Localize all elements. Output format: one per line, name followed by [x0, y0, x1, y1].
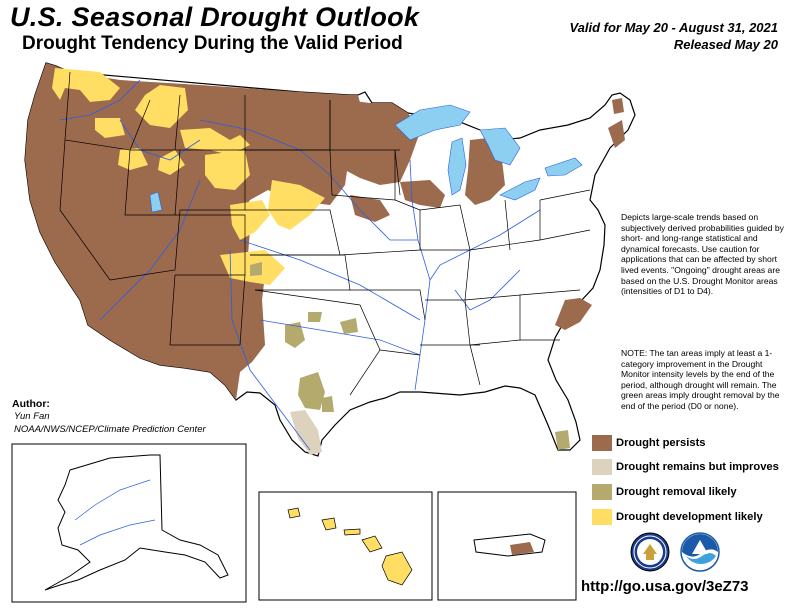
legend-item-improves: Drought remains but improves — [592, 457, 779, 477]
outlook-url[interactable]: http://go.usa.gov/3eZ73 — [581, 578, 749, 595]
maine-persists — [612, 98, 624, 114]
legend-swatch — [592, 435, 612, 451]
legend-label: Drought development likely — [616, 511, 763, 523]
drought-removal-areas — [250, 262, 570, 450]
new-england-persists — [608, 120, 625, 148]
west-persists-region — [25, 63, 362, 400]
rio-grande — [229, 249, 311, 451]
drought-improves-areas — [290, 410, 322, 455]
valid-dates: Valid for May 20 - August 31, 2021 — [569, 20, 778, 35]
columbia-river — [59, 79, 141, 121]
author-name: Yun Fan — [14, 411, 50, 422]
lake-michigan — [447, 137, 467, 196]
florida-removal — [555, 430, 570, 450]
doc-seal-icon — [630, 532, 670, 572]
dakotas-development — [205, 150, 250, 190]
legend-label: Drought remains but improves — [616, 461, 779, 473]
oregon-development — [95, 118, 125, 138]
kauai — [287, 507, 301, 519]
molokai — [343, 528, 361, 536]
idaho-development — [135, 85, 188, 128]
legend-swatch — [592, 484, 612, 500]
montana-development — [180, 128, 250, 155]
legend-label: Drought persists — [616, 437, 706, 449]
red-river — [259, 319, 421, 356]
gulf-removal — [322, 396, 334, 412]
north-texas-removal — [340, 318, 358, 334]
lake-ontario — [544, 157, 583, 177]
big-island — [381, 551, 413, 586]
lake-huron — [479, 127, 521, 166]
texas-removal-east — [298, 372, 325, 410]
legend-swatch — [592, 509, 612, 525]
alaska-rivers — [74, 479, 156, 546]
lake-superior — [394, 104, 471, 141]
rivers — [59, 79, 541, 451]
hawaii-inset-frame — [258, 491, 433, 601]
outlook-note: NOTE: The tan areas imply at least a 1-c… — [621, 348, 780, 411]
south-texas-improves — [290, 410, 322, 455]
legend-item-persists: Drought persists — [592, 433, 706, 453]
legend-item-removal: Drought removal likely — [592, 482, 737, 502]
arizona-development — [118, 148, 148, 170]
release-date: Released May 20 — [673, 37, 778, 52]
legend-label: Drought removal likely — [616, 486, 737, 498]
missouri-river — [199, 119, 418, 241]
puerto-rico-persists — [510, 542, 534, 555]
great-salt-lake — [149, 191, 163, 213]
legend-item-development: Drought development likely — [592, 507, 763, 527]
texas-removal-central — [285, 322, 305, 348]
nm-removal — [250, 262, 262, 276]
maui — [361, 535, 383, 553]
outlook-description: Depicts large-scale trends based on subj… — [621, 212, 784, 297]
alaska-land — [44, 454, 229, 591]
legend-swatch — [592, 459, 612, 475]
arkansas-river — [239, 239, 421, 321]
washington-development — [52, 68, 120, 102]
water-bodies — [149, 104, 583, 213]
map-title: U.S. Seasonal Drought Outlook — [10, 2, 420, 32]
valid-period: Valid for May 20 - August 31, 2021 Relea… — [569, 19, 778, 53]
colorado-river — [99, 179, 201, 321]
oklahoma-removal — [308, 312, 322, 322]
carolina-persists — [555, 298, 592, 330]
map-subtitle: Drought Tendency During the Valid Period — [22, 33, 403, 54]
hawaii-islands — [287, 507, 413, 586]
author-organization: NOAA/NWS/NCEP/Climate Prediction Center — [14, 424, 206, 435]
oahu — [321, 517, 337, 531]
lake-erie — [499, 177, 541, 201]
nebraska-persists — [350, 195, 390, 222]
kansas-development — [268, 180, 325, 230]
author-label: Author: — [12, 398, 50, 410]
state-boundaries — [59, 71, 591, 396]
noaa-logo-icon — [680, 532, 720, 572]
